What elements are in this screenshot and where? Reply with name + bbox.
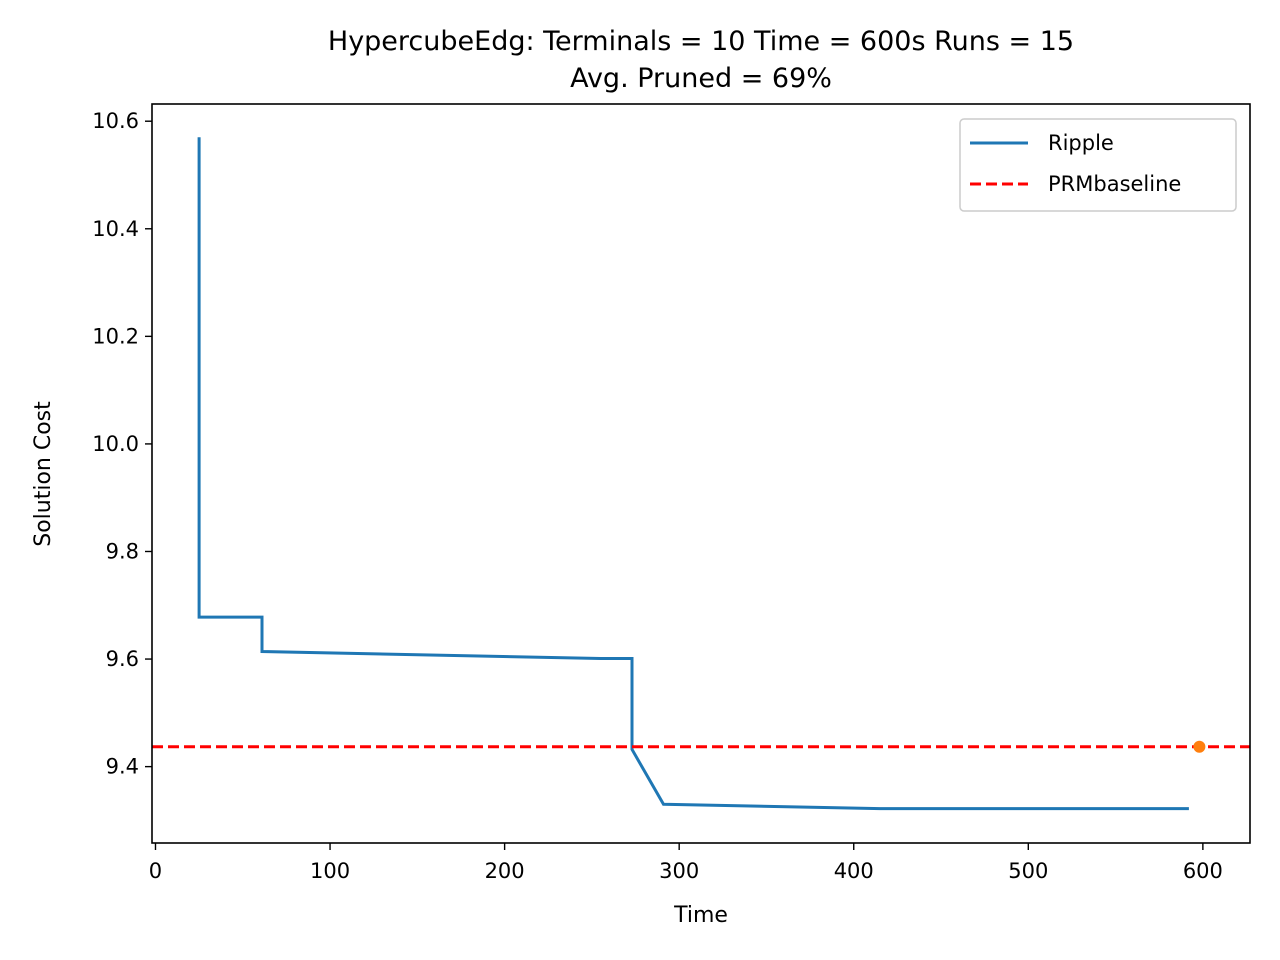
- x-tick-label: 0: [149, 859, 162, 883]
- y-axis-label: Solution Cost: [31, 401, 56, 547]
- y-tick-label: 9.6: [106, 647, 139, 671]
- x-tick-label: 400: [834, 859, 874, 883]
- legend: Ripple PRMbaseline: [959, 118, 1237, 212]
- y-tick-label: 9.4: [106, 755, 139, 779]
- x-tick-label: 600: [1183, 859, 1223, 883]
- data-point-marker: [1193, 740, 1206, 753]
- x-tick-label: 500: [1008, 859, 1048, 883]
- x-tick-label: 100: [310, 859, 350, 883]
- y-tick-label: 10.2: [92, 324, 139, 348]
- series-line-ripple: [197, 137, 1189, 811]
- axes-frame: [151, 103, 1251, 844]
- y-tick-label: 10.4: [92, 217, 139, 241]
- legend-label-ripple: Ripple: [1048, 131, 1114, 155]
- y-tick-label: 9.8: [106, 539, 139, 563]
- y-tick-label: 10.0: [92, 432, 139, 456]
- chart-title-line2: Avg. Pruned = 69%: [570, 63, 832, 94]
- y-axis: 9.4 9.6 9.8 10.0 10.2 10.4 10.6: [92, 109, 152, 779]
- x-axis: 0 100 200 300 400 500 600: [149, 843, 1223, 883]
- x-axis-label: Time: [673, 903, 728, 928]
- legend-box: [959, 118, 1237, 212]
- x-tick-label: 300: [659, 859, 699, 883]
- plot-area: [152, 137, 1250, 811]
- x-tick-label: 200: [485, 859, 525, 883]
- legend-label-prmbaseline: PRMbaseline: [1048, 172, 1181, 196]
- y-tick-label: 10.6: [92, 109, 139, 133]
- chart-title-line1: HypercubeEdg: Terminals = 10 Time = 600s…: [328, 26, 1074, 57]
